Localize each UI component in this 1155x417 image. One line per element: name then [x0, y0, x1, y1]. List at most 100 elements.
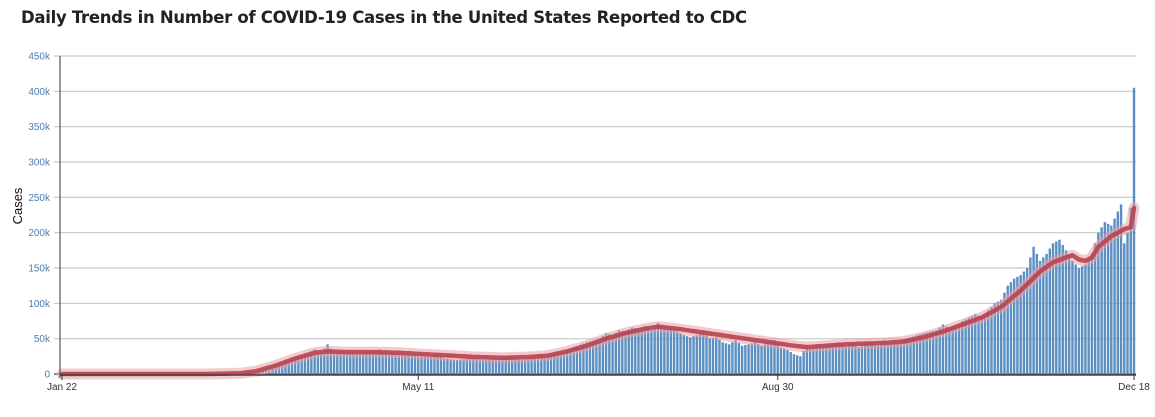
bar [514, 358, 517, 374]
bar [297, 357, 300, 374]
bar [919, 334, 922, 374]
bar [575, 345, 579, 374]
bar [598, 338, 601, 374]
bar [941, 324, 945, 374]
bar [987, 310, 990, 374]
bar [1003, 292, 1006, 374]
bar [368, 351, 371, 374]
bar [595, 339, 598, 374]
bar [510, 357, 514, 374]
bar [776, 343, 779, 374]
bar [572, 347, 575, 374]
bar [951, 327, 954, 374]
bar [1087, 259, 1090, 374]
bar [763, 344, 767, 374]
bar [708, 338, 711, 374]
bar [465, 358, 469, 374]
bar [802, 351, 805, 374]
bar [1126, 232, 1129, 374]
bar [676, 331, 679, 374]
bar [501, 357, 504, 374]
bar [705, 335, 708, 374]
bar [1042, 257, 1045, 374]
bar [517, 358, 520, 374]
y-tick-label: 200k [28, 228, 51, 239]
bar [922, 333, 925, 374]
bar [336, 352, 339, 374]
bar [1016, 276, 1019, 374]
bar [391, 353, 394, 374]
bar [449, 359, 452, 374]
y-tick-label: 0 [44, 370, 50, 381]
bar [637, 328, 640, 374]
bar [948, 328, 951, 374]
bar [808, 347, 812, 374]
bar [345, 352, 349, 374]
bar [656, 323, 660, 374]
bar [404, 354, 407, 374]
bar [880, 342, 883, 374]
bar [805, 345, 809, 374]
bar [358, 352, 362, 374]
bar [990, 306, 993, 374]
bar [355, 352, 358, 374]
bar [724, 343, 728, 374]
bar [961, 321, 964, 374]
y-tick-label: 150k [28, 264, 51, 275]
bar [1006, 285, 1009, 374]
bar [1019, 275, 1022, 374]
bar [1032, 246, 1035, 374]
bar [1080, 266, 1084, 374]
bar [815, 347, 818, 374]
bar [423, 356, 426, 374]
bar [455, 359, 459, 374]
bar [773, 340, 776, 374]
bar [1025, 268, 1029, 374]
bar [1068, 255, 1071, 374]
bar [753, 342, 757, 374]
bar [578, 344, 582, 374]
bar [384, 352, 388, 374]
bar [711, 337, 715, 374]
bar [799, 356, 802, 374]
bar [394, 353, 397, 374]
bar [844, 345, 847, 374]
bar [1116, 211, 1120, 374]
y-tick-label: 400k [28, 87, 51, 98]
bar [993, 303, 996, 374]
bar [954, 325, 958, 374]
bar [468, 358, 472, 374]
bar [896, 342, 899, 374]
bar [1048, 248, 1052, 374]
bar [1045, 253, 1048, 374]
y-tick-label: 450k [28, 52, 51, 63]
bar [523, 359, 527, 374]
bar [630, 327, 634, 374]
bar [569, 348, 572, 374]
bar [611, 335, 614, 374]
bar [1012, 278, 1016, 374]
bar [478, 359, 481, 374]
bar [1123, 243, 1126, 374]
bar [944, 326, 948, 374]
y-tick-label: 350k [28, 122, 51, 133]
bar [876, 345, 880, 374]
bar [1064, 250, 1068, 374]
bar [381, 351, 384, 374]
bar [475, 359, 478, 374]
bar [702, 331, 705, 374]
y-tick-label: 100k [28, 299, 51, 310]
bar [400, 354, 404, 374]
bar [715, 337, 718, 374]
bar [374, 350, 378, 374]
bar [744, 345, 747, 374]
bar [540, 357, 543, 374]
bar [666, 327, 669, 374]
bar [974, 313, 977, 374]
bar [698, 333, 702, 374]
bar [851, 342, 854, 374]
bar [1000, 299, 1003, 374]
bar [766, 342, 770, 374]
bar [737, 342, 741, 374]
bar [365, 352, 368, 374]
